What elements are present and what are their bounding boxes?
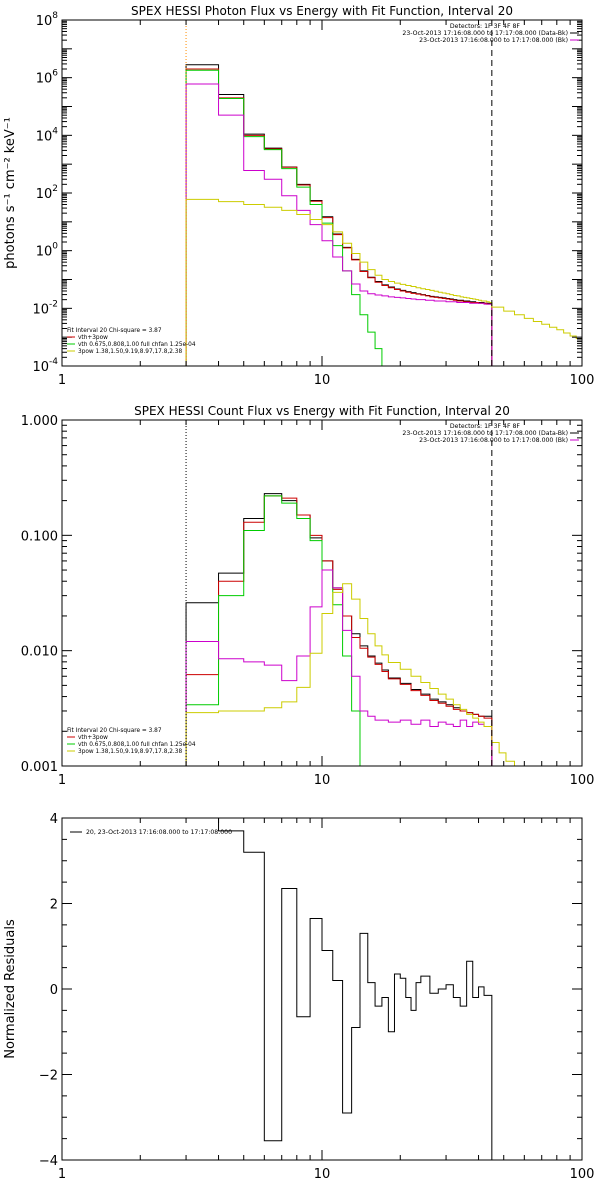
x-tick-label: 10 [314,373,331,388]
y-tick-label: 1.000 [21,414,58,429]
series-line-5 [185,583,525,766]
series-line-1 [218,818,493,1160]
chart-title: SPEX HESSI Count Flux vs Energy with Fit… [134,404,510,418]
y-axis-label: Normalized Residuals [3,919,18,1059]
tick-base: 10 [36,187,53,202]
legend-top-entry-1: 23-Oct-2013 17:16:08.000 to 17:17:08.000… [402,30,568,37]
y-tick-label: 10-2 [32,299,58,317]
x-tick-label: 100 [570,373,595,388]
y-tick-label: 10-4 [32,357,58,375]
panel-1: SPEX HESSI Photon Flux vs Energy with Fi… [3,4,595,388]
legend-bottom-header: Fit Interval 20 Chi-square = 3.87 [67,328,162,334]
tick-base: 10 [36,245,53,260]
legend-bottom-entry-3: 3pow 1.38,1.50,9.19,8.97,17.8,2.38 [78,349,182,355]
y-tick-label: 0.001 [21,760,58,775]
y-tick-label: 104 [36,126,59,144]
tick-exponent: 2 [52,184,58,194]
x-tick-label: 10 [314,773,331,788]
panel-2: SPEX HESSI Count Flux vs Energy with Fit… [21,404,595,788]
y-tick-label: 102 [36,184,58,202]
y-tick-label: 0.010 [21,645,58,660]
y-tick-label: −2 [39,1069,58,1084]
y-tick-label: −4 [39,1154,58,1169]
y-axis-label: photons s⁻¹ cm⁻² keV⁻¹ [3,117,18,269]
plot-frame [61,817,583,1161]
tick-base: 10 [32,302,49,317]
series-line-4 [185,83,493,366]
legend-bottom-entry-1: vth+3pow [78,735,108,741]
series-group [185,64,582,366]
tick-exponent: 4 [52,126,58,136]
legend-top-entry-2: 23-Oct-2013 17:16:08.000 to 17:17:08.000… [419,37,568,44]
y-tick-label: 2 [50,898,58,913]
series-group [185,493,525,766]
tick-exponent: -4 [49,357,58,367]
legend-bottom-entry-2: vth 0.675,0.808,1.00 full chfan 1.25e-04 [78,342,196,348]
tick-exponent: 8 [52,11,58,21]
legend-top-entry-1: 20, 23-Oct-2013 17:16:08.000 to 17:17:08… [86,829,232,836]
y-tick-label: 4 [50,812,58,827]
tick-exponent: 6 [52,69,58,79]
tick-base: 10 [36,14,53,29]
y-tick-label: 0.100 [21,529,58,544]
series-line-2 [185,495,493,766]
chart-title: SPEX HESSI Photon Flux vs Energy with Fi… [131,4,513,18]
x-tick-label: 100 [570,1167,595,1182]
legend-bottom-entry-1: vth+3pow [78,335,108,341]
series-line-3 [185,69,389,366]
tick-exponent: -2 [49,299,58,309]
legend-top-entry-1: 23-Oct-2013 17:16:08.000 to 17:17:08.000… [402,430,568,437]
y-tick-label: 106 [36,69,59,87]
x-tick-label: 10 [314,1167,331,1182]
plot-frame [61,19,583,367]
tick-base: 10 [36,72,53,87]
legend-top-header: Detectors: 1F 3F 4F 8F [450,23,521,30]
panel-3: Normalized Residuals 1 10 100 −4 −2 0 2 4 20, 23-… [3,812,595,1182]
legend-top-header: Detectors: 1F 3F 4F 8F [450,423,521,430]
series-group [218,818,493,1160]
x-tick-label: 1 [58,373,66,388]
legend-bottom-header: Fit Interval 20 Chi-square = 3.87 [67,728,162,734]
series-line-1 [185,493,493,766]
legend-bottom-entry-3: 3pow 1.38,1.50,9.19,8.97,17.8,2.38 [78,749,182,755]
series-line-3 [185,495,369,766]
series-line-4 [185,569,493,766]
y-tick-label: 108 [36,11,59,29]
x-tick-label: 1 [58,1167,66,1182]
tick-base: 10 [32,360,49,375]
x-tick-label: 100 [570,773,595,788]
legend-bottom-entry-2: vth 0.675,0.808,1.00 full chfan 1.25e-04 [78,742,196,748]
y-tick-label: 0 [50,983,58,998]
x-tick-label: 1 [58,773,66,788]
tick-base: 10 [36,129,53,144]
legend-top-entry-2: 23-Oct-2013 17:16:08.000 to 17:17:08.000… [419,437,568,444]
series-line-5 [185,198,582,366]
tick-exponent: 0 [52,242,58,252]
y-tick-label: 100 [36,242,59,260]
